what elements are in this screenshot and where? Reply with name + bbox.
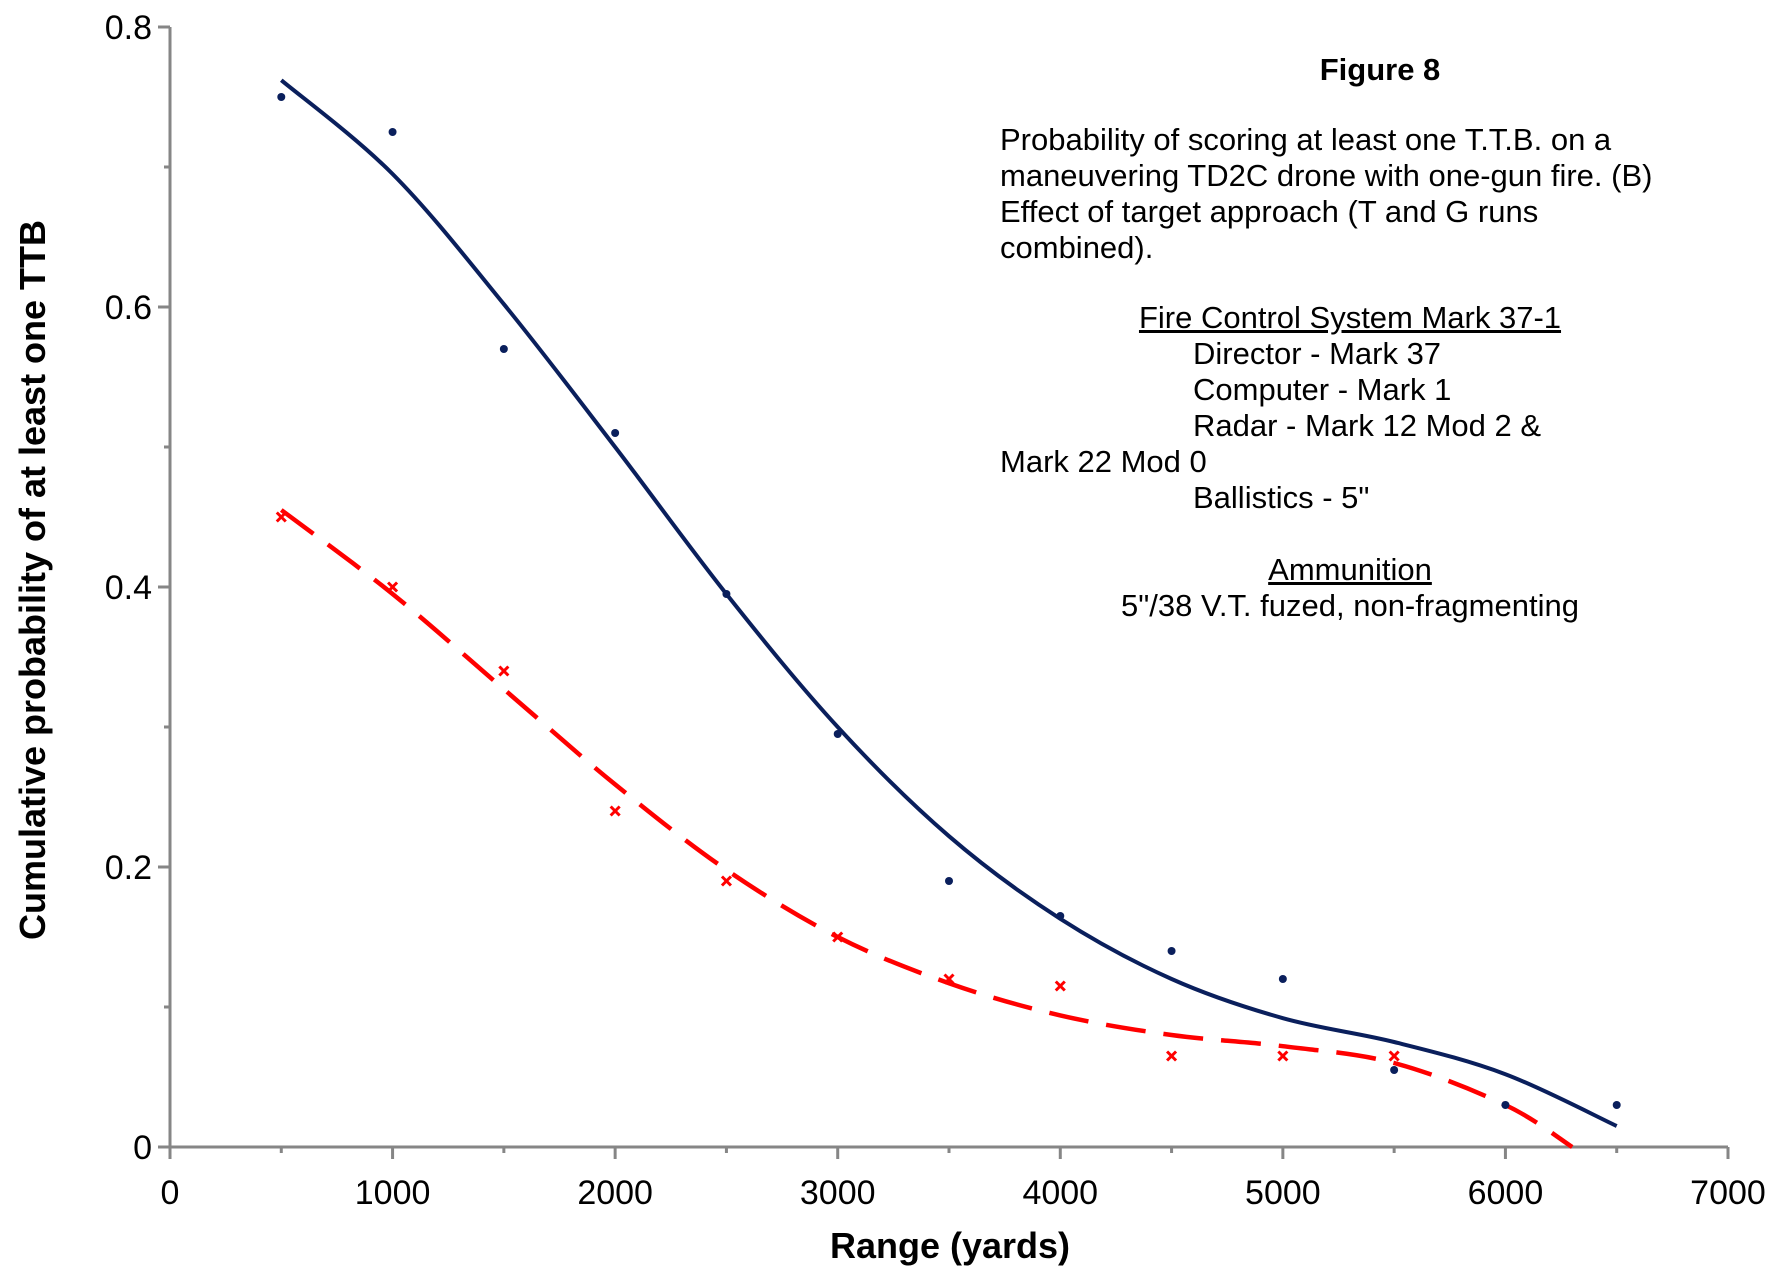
radar-line: Radar - Mark 12 Mod 2 &: [1193, 408, 1542, 443]
data-point-series-2: [1277, 1050, 1289, 1062]
radar-line-continued: Mark 22 Mod 0: [1000, 444, 1207, 479]
y-tick-label: 0.2: [105, 849, 152, 887]
figure-description: Probability of scoring at least one T.T.…: [1000, 122, 1653, 265]
fire-control-heading: Fire Control System Mark 37-1: [1138, 300, 1562, 335]
markers: [275, 93, 1621, 1109]
data-point-series-1: [1390, 1066, 1399, 1074]
ammunition-line: 5"/38 V.T. fuzed, non-fragmenting: [1121, 588, 1579, 623]
data-point-series-2: [832, 931, 844, 943]
axes: 0 1000 2000 3000 4000 5000 6000 7000 0 0.2 0.4 0.6 0…: [105, 9, 1766, 1212]
data-point-series-1: [1056, 912, 1065, 920]
data-point-series-1: [722, 590, 731, 598]
data-point-series-1: [945, 877, 953, 885]
figure-annotation: Figure 8 Probability of scoring at least…: [1000, 52, 1720, 624]
ballistics-line: Ballistics - 5": [1193, 480, 1370, 515]
x-tick-label: 2000: [577, 1174, 653, 1212]
y-tick-label: 0.6: [105, 289, 152, 327]
data-point-series-2: [387, 581, 399, 593]
data-point-series-2: [498, 665, 510, 677]
y-tick-label: 0: [133, 1129, 152, 1167]
data-point-series-1: [499, 345, 508, 353]
trendline-series-2: [279, 508, 1574, 1149]
x-tick-label: 4000: [1022, 1174, 1098, 1212]
data-point-series-1: [1501, 1101, 1510, 1109]
data-point-series-2: [943, 973, 955, 985]
y-axis-title: Cumulative probability of at least one T…: [12, 220, 53, 940]
y-tick-label: 0.8: [105, 9, 152, 47]
data-point-series-2: [609, 805, 621, 817]
data-point-series-1: [611, 429, 620, 437]
data-point-series-1: [1278, 975, 1287, 983]
x-axis-title: Range (yards): [830, 1225, 1070, 1266]
data-point-series-1: [833, 730, 842, 738]
x-tick-label: 5000: [1245, 1174, 1321, 1212]
figure-title: Figure 8: [1319, 52, 1441, 87]
data-point-series-2: [1388, 1050, 1400, 1062]
data-point-series-2: [1166, 1050, 1178, 1062]
data-point-series-1: [277, 93, 286, 101]
x-tick-label: 6000: [1468, 1174, 1544, 1212]
data-point-series-1: [1167, 947, 1176, 955]
fire-control-block: Fire Control System Mark 37-1: [1000, 300, 1700, 336]
trendline-series-1: [280, 78, 1618, 1128]
data-point-series-1: [388, 128, 397, 136]
data-point-series-2: [1054, 980, 1066, 992]
x-tick-label: 7000: [1690, 1174, 1766, 1212]
x-tick-label: 3000: [800, 1174, 876, 1212]
ammunition-block: Ammunition: [1000, 552, 1700, 588]
y-tick-label: 0.4: [105, 569, 152, 607]
data-point-series-2: [275, 511, 287, 523]
data-point-series-2: [720, 875, 732, 887]
ammunition-heading: Ammunition: [1268, 552, 1432, 587]
x-tick-label: 0: [161, 1174, 180, 1212]
computer-line: Computer - Mark 1: [1193, 372, 1452, 407]
trendlines: [279, 78, 1618, 1149]
director-line: Director - Mark 37: [1193, 336, 1442, 371]
x-tick-label: 1000: [355, 1174, 431, 1212]
data-point-series-1: [1612, 1101, 1621, 1109]
